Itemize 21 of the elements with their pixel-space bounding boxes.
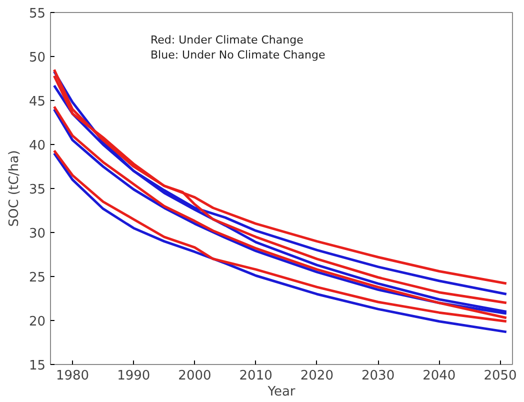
y-tick-label: 30 [28,226,46,242]
y-tick-label: 55 [28,6,46,22]
x-tick-label: 1980 [56,368,90,384]
x-tick-label: 2030 [362,368,395,384]
x-tick-label: 2000 [178,368,212,384]
y-tick-label: 25 [28,270,46,286]
y-axis-title: SOC (tC/ha) [6,150,22,227]
x-tick-label: 2040 [422,368,456,384]
x-tick-label: 1990 [117,368,150,384]
x-axis-title: Year [266,384,296,400]
x-tick-label: 2020 [300,368,334,384]
y-tick-label: 20 [28,314,46,330]
y-tick-label: 45 [28,94,46,110]
x-tick-label: 2010 [239,368,272,384]
annotation: Blue: Under No Climate Change [150,48,326,62]
y-tick-label: 40 [28,138,46,154]
y-tick-label: 35 [28,182,46,198]
y-tick-label: 50 [28,50,46,66]
annotation: Red: Under Climate Change [150,34,304,46]
y-tick-label: 15 [28,358,46,374]
x-tick-label: 2050 [484,368,517,384]
